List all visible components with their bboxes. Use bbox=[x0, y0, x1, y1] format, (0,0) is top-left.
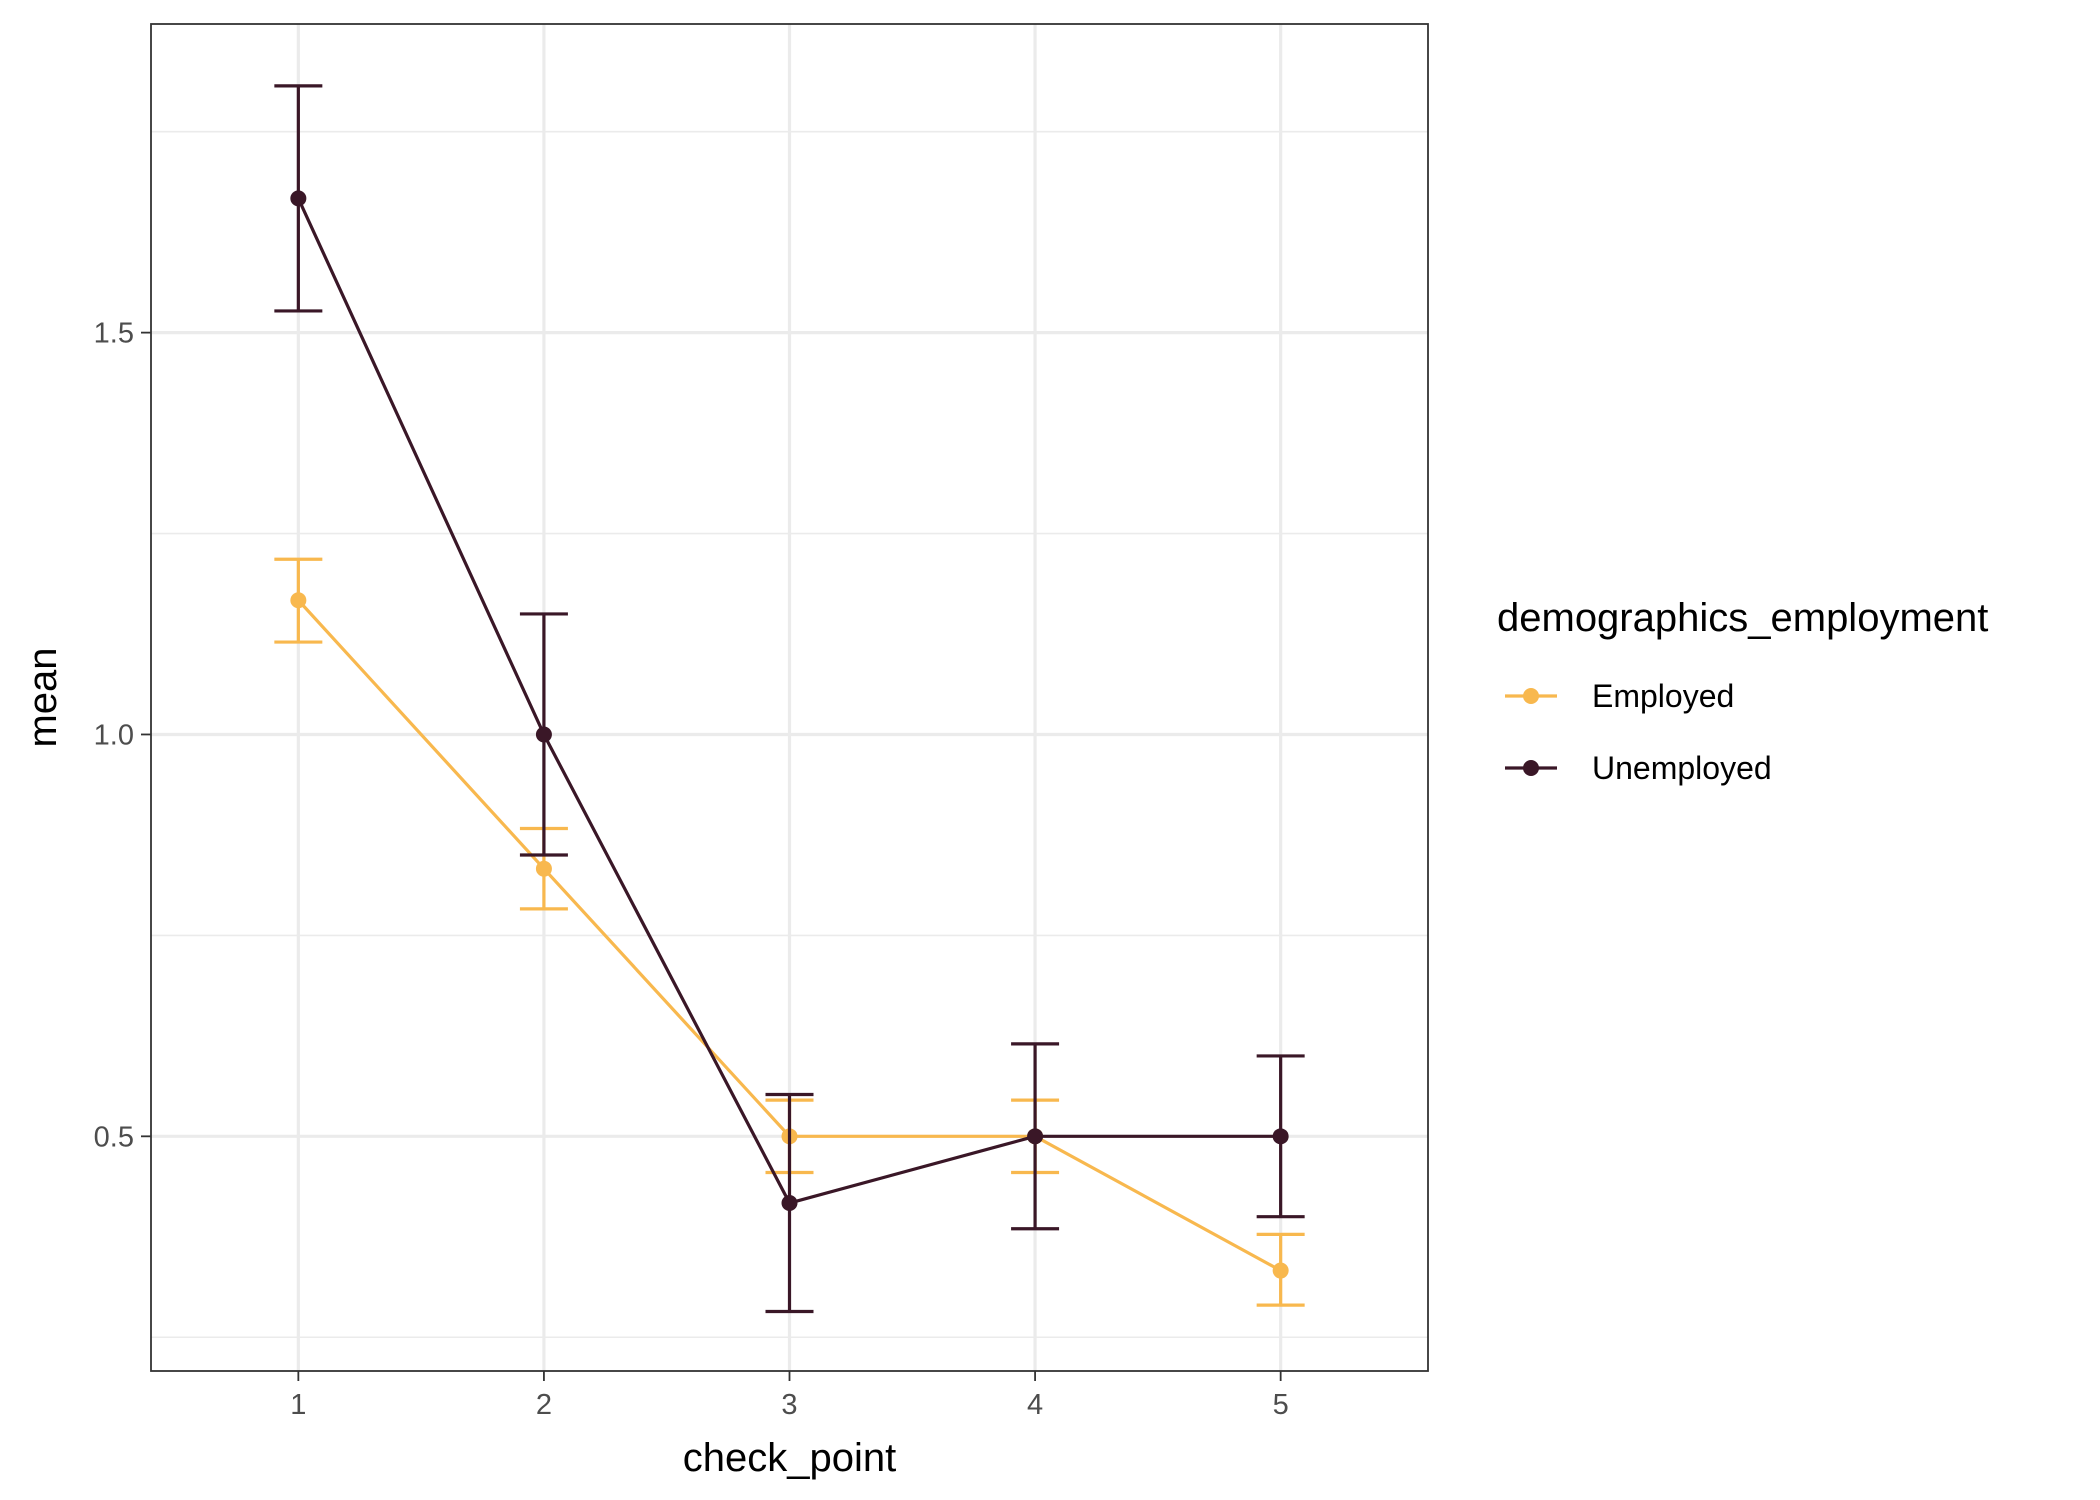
data-point-unemployed-2 bbox=[535, 726, 552, 743]
legend-label-unemployed: Unemployed bbox=[1592, 750, 1772, 786]
data-point-unemployed-1 bbox=[290, 190, 307, 207]
legend-item-unemployed: Unemployed bbox=[1505, 750, 1772, 786]
plot-series bbox=[274, 84, 1305, 1314]
legend-key-point bbox=[1523, 688, 1539, 704]
x-tick-label-5: 5 bbox=[1273, 1389, 1289, 1421]
legend-label-employed: Employed bbox=[1592, 678, 1734, 714]
legend-item-employed: Employed bbox=[1505, 678, 1734, 714]
data-point-employed-1 bbox=[290, 592, 307, 609]
x-axis-title: check_point bbox=[683, 1436, 896, 1480]
data-point-unemployed-3 bbox=[781, 1195, 798, 1212]
legend: demographics_employment Employed Unemploy… bbox=[1497, 596, 1988, 786]
x-tick-label-3: 3 bbox=[781, 1389, 797, 1421]
data-point-employed-2 bbox=[535, 860, 552, 877]
y-tick-label-1: 1.0 bbox=[94, 719, 134, 751]
series-unemployed bbox=[274, 84, 1305, 1314]
x-tick-label-4: 4 bbox=[1027, 1389, 1043, 1421]
data-point-employed-5 bbox=[1272, 1262, 1289, 1279]
x-tick-label-2: 2 bbox=[536, 1389, 552, 1421]
legend-title: demographics_employment bbox=[1497, 596, 1988, 640]
x-tick-label-1: 1 bbox=[290, 1389, 306, 1421]
data-point-unemployed-5 bbox=[1272, 1128, 1289, 1145]
y-tick-label-0: 0.5 bbox=[94, 1121, 134, 1153]
axes: 1 2 3 4 5 0.5 1.0 1.5 bbox=[94, 318, 1289, 1421]
legend-key-point bbox=[1523, 760, 1539, 776]
data-point-unemployed-4 bbox=[1027, 1128, 1044, 1145]
y-axis-title: mean bbox=[21, 647, 65, 747]
y-tick-label-2: 1.5 bbox=[94, 318, 134, 350]
